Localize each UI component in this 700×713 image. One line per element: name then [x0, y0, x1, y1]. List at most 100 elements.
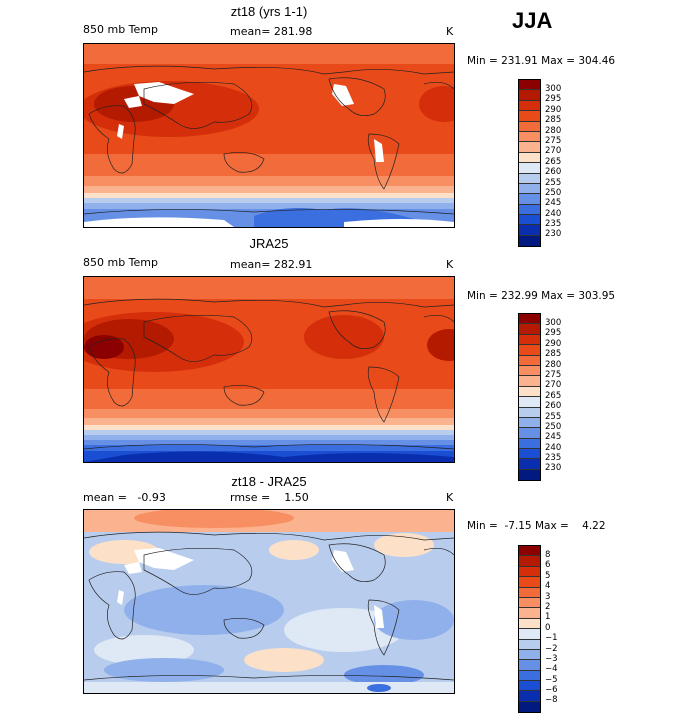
temp-colorbar-tick-label: 250 [545, 421, 562, 432]
panel-2-min-max: Min = 232.99 Max = 303.95 [467, 290, 616, 302]
panel-2-left-label: 850 mb Temp [83, 256, 159, 269]
temp-colorbar-swatch [519, 131, 540, 143]
temp-colorbar-swatch [519, 204, 540, 216]
temp-colorbar-tick-label: 270 [545, 146, 562, 157]
temp-colorbar-swatch [519, 417, 540, 429]
temp-colorbar-swatch [519, 314, 540, 325]
diff-colorbar-tick-label: −1 [545, 633, 558, 644]
panel-3-title: zt18 - JRA25 [231, 474, 307, 489]
temp-colorbar-tick-label: 300 [545, 84, 562, 94]
diff-colorbar-swatch [519, 649, 540, 661]
panel-1-title: zt18 (yrs 1-1) [230, 4, 308, 19]
temp-colorbar-swatch [519, 194, 540, 205]
temp-colorbar-swatch [519, 438, 540, 450]
temp-colorbar-tick-label: 265 [545, 390, 562, 401]
temp-colorbar-tick-label: 235 [545, 219, 562, 230]
diff-colorbar-swatch [519, 660, 540, 671]
panel-1-colorbar [518, 79, 541, 248]
temp-colorbar-tick-label: 275 [545, 369, 562, 380]
panel-3-rmse-label: rmse = 1.50 [230, 491, 309, 504]
panel-1-mean-label: mean= 281.98 [230, 25, 313, 38]
panel-1-left-label: 850 mb Temp [83, 23, 159, 36]
panel-3-units: K [446, 491, 454, 504]
diff-colorbar-tick-label: 8 [545, 550, 551, 560]
panel-3-min-max: Min = -7.15 Max = 4.22 [467, 520, 606, 532]
temp-colorbar-tick-label: 255 [545, 411, 562, 422]
diff-colorbar-tick-label: −6 [545, 685, 558, 696]
temp-colorbar-swatch [519, 428, 540, 439]
temp-colorbar-tick-label: 300 [545, 318, 562, 328]
temp-colorbar-tick-label: 235 [545, 453, 562, 464]
diff-colorbar-swatch [519, 587, 540, 598]
panel-1-units: K [446, 25, 454, 38]
panel-3-colorbar [518, 545, 541, 713]
temp-colorbar-tick-label: 265 [545, 156, 562, 167]
panel-2-units: K [446, 258, 454, 271]
temp-colorbar-swatch [519, 469, 540, 481]
temp-colorbar-swatch [519, 334, 540, 346]
temp-colorbar-tick-label: 280 [545, 125, 562, 136]
panel-1-map [83, 43, 455, 228]
temp-colorbar-tick-label: 270 [545, 380, 562, 391]
temp-colorbar-swatch [519, 459, 540, 470]
temp-colorbar-tick-label: 245 [545, 432, 562, 443]
diff-colorbar-tick-label: −5 [545, 674, 558, 685]
temp-colorbar-swatch [519, 111, 540, 122]
diff-colorbar-swatch [519, 608, 540, 619]
panel-2-colorbar [518, 313, 541, 482]
diff-colorbar-swatch [519, 691, 540, 702]
temp-colorbar-tick-label: 245 [545, 198, 562, 209]
diff-colorbar-swatch [519, 701, 540, 713]
temp-colorbar-tick-label: 290 [545, 338, 562, 349]
diff-colorbar-swatch [519, 629, 540, 640]
temp-colorbar-tick-label: 230 [545, 229, 562, 240]
diff-colorbar-tick-label: −8 [545, 695, 558, 706]
diff-colorbar-tick-label: 6 [545, 560, 551, 571]
panel-2-colorbar-labels: 300 295 290 285 280 275 270 265 260 255 250 245 240 2… [545, 318, 561, 474]
diff-colorbar-tick-label: −2 [545, 643, 558, 654]
temp-colorbar-tick-label: 290 [545, 104, 562, 115]
temp-colorbar-swatch [519, 407, 540, 418]
temp-colorbar-tick-label: 285 [545, 115, 562, 126]
temp-colorbar-tick-label: 230 [545, 463, 562, 474]
temp-colorbar-swatch [519, 100, 540, 112]
temp-colorbar-swatch [519, 386, 540, 398]
temp-colorbar-swatch [519, 142, 540, 153]
diff-colorbar-swatch [519, 556, 540, 567]
diff-colorbar-swatch [519, 670, 540, 682]
diff-colorbar-swatch [519, 618, 540, 630]
diff-colorbar-swatch [519, 639, 540, 650]
temp-colorbar-swatch [519, 152, 540, 164]
diff-colorbar-swatch [519, 681, 540, 692]
diff-colorbar-tick-label: 1 [545, 612, 551, 623]
diff-colorbar-tick-label: −4 [545, 664, 558, 675]
diff-colorbar-tick-label: −3 [545, 653, 558, 664]
temp-colorbar-tick-label: 285 [545, 349, 562, 360]
diff-colorbar-swatch [519, 546, 540, 557]
diff-colorbar-tick-label: 4 [545, 581, 551, 592]
panel-3-map [83, 509, 455, 694]
temp-colorbar-swatch [519, 90, 540, 101]
temp-colorbar-swatch [519, 365, 540, 377]
temp-colorbar-tick-label: 240 [545, 208, 562, 219]
temp-colorbar-tick-label: 260 [545, 401, 562, 412]
temp-colorbar-tick-label: 255 [545, 177, 562, 188]
temp-colorbar-swatch [519, 215, 540, 226]
panel-3-colorbar-labels: 8 6 5 4 3 2 1 0 −1 −2 −3 −4 −5 −6 −8 [545, 550, 558, 706]
diff-colorbar-tick-label: 3 [545, 591, 551, 602]
diff-colorbar-swatch [519, 597, 540, 609]
temp-colorbar-tick-label: 260 [545, 167, 562, 178]
temp-colorbar-swatch [519, 80, 540, 91]
season-title: JJA [512, 8, 553, 33]
temp-colorbar-tick-label: 295 [545, 328, 562, 339]
diff-colorbar-tick-label: 2 [545, 601, 551, 612]
temp-colorbar-swatch [519, 163, 540, 174]
temp-colorbar-swatch [519, 183, 540, 195]
temp-colorbar-tick-label: 295 [545, 94, 562, 105]
panel-1-min-max: Min = 231.91 Max = 304.46 [467, 55, 616, 67]
temp-colorbar-swatch [519, 225, 540, 236]
panel-2-map [83, 276, 455, 463]
temp-colorbar-swatch [519, 235, 540, 247]
panel-2-mean-label: mean= 282.91 [230, 258, 313, 271]
panel-3-mean-label: mean = -0.93 [83, 491, 166, 504]
